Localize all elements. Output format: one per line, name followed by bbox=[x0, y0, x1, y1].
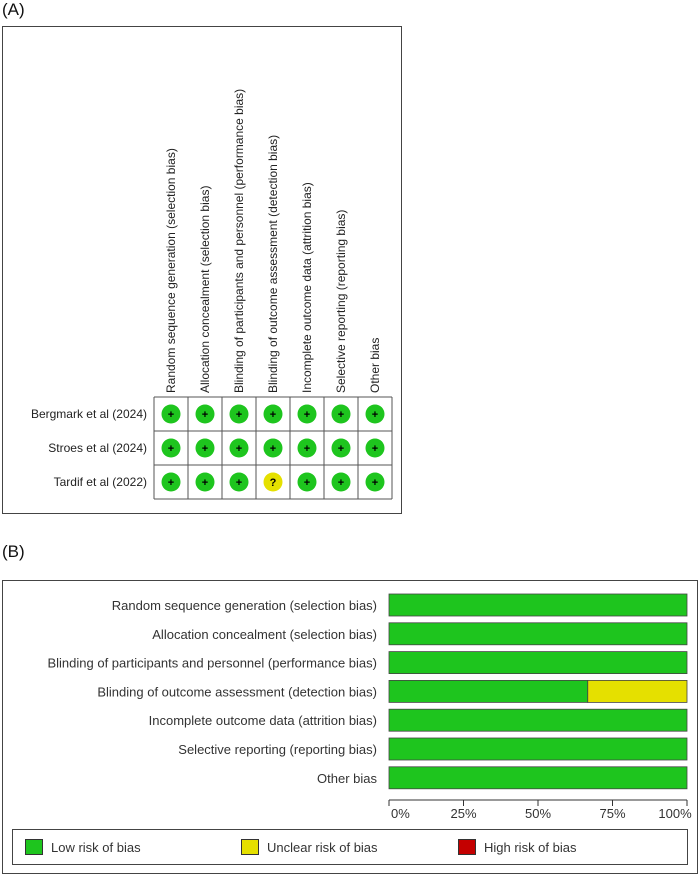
domain-header-2: Blinding of participants and personnel (… bbox=[232, 89, 246, 393]
x-tick-label-4: 100% bbox=[658, 806, 692, 821]
judgement-circle-2-5 bbox=[331, 472, 351, 492]
judgement-circle-0-1 bbox=[195, 404, 215, 424]
study-label-2: Tardif et al (2022) bbox=[54, 475, 147, 489]
judgement-symbol-1-0: + bbox=[168, 443, 174, 455]
risk-of-bias-summary-table: Random sequence generation (selection bi… bbox=[31, 89, 393, 500]
judgement-symbol-1-3: + bbox=[270, 443, 276, 455]
judgement-circle-2-3 bbox=[263, 472, 283, 492]
judgement-circle-1-6 bbox=[365, 438, 385, 458]
domain-header-0: Random sequence generation (selection bi… bbox=[164, 148, 178, 393]
judgement-circle-2-2 bbox=[229, 472, 249, 492]
legend-swatch-unclear bbox=[241, 839, 259, 855]
domain-header-1: Allocation concealment (selection bias) bbox=[198, 186, 212, 393]
judgement-symbol-2-0: + bbox=[168, 477, 174, 489]
category-label-2: Blinding of participants and personnel (… bbox=[47, 656, 377, 671]
x-tick-label-1: 25% bbox=[450, 806, 476, 821]
legend: Low risk of bias Unclear risk of bias Hi… bbox=[12, 829, 688, 865]
judgement-circle-0-4 bbox=[297, 404, 317, 424]
judgement-circle-1-2 bbox=[229, 438, 249, 458]
judgement-symbol-1-6: + bbox=[372, 443, 378, 455]
domain-header-5: Selective reporting (reporting bias) bbox=[334, 210, 348, 393]
judgement-circle-0-6 bbox=[365, 404, 385, 424]
domain-header-3: Blinding of outcome assessment (detectio… bbox=[266, 135, 280, 393]
judgement-symbol-1-2: + bbox=[236, 443, 242, 455]
judgement-symbol-1-1: + bbox=[202, 443, 208, 455]
legend-label-low: Low risk of bias bbox=[51, 839, 141, 855]
judgement-symbol-0-2: + bbox=[236, 409, 242, 421]
x-tick-label-3: 75% bbox=[599, 806, 625, 821]
judgement-circle-2-4 bbox=[297, 472, 317, 492]
risk-of-bias-graph: Random sequence generation (selection bi… bbox=[47, 593, 692, 821]
bar-2-series-0 bbox=[388, 651, 688, 674]
bar-5-series-0 bbox=[388, 737, 688, 761]
study-label-1: Stroes et al (2024) bbox=[48, 441, 147, 455]
study-label-0: Bergmark et al (2024) bbox=[31, 407, 147, 421]
category-label-3: Blinding of outcome assessment (detectio… bbox=[97, 684, 377, 699]
judgement-symbol-1-5: + bbox=[338, 443, 344, 455]
bar-3-series-0 bbox=[388, 680, 589, 703]
judgement-symbol-0-6: + bbox=[372, 409, 378, 421]
judgement-symbol-2-2: + bbox=[236, 477, 242, 489]
category-label-0: Random sequence generation (selection bi… bbox=[112, 598, 377, 613]
x-tick-label-0: 0% bbox=[391, 806, 410, 821]
judgement-symbol-0-3: + bbox=[270, 409, 276, 421]
legend-label-high: High risk of bias bbox=[484, 839, 577, 855]
panel-a-label: (A) bbox=[2, 0, 25, 19]
domain-header-6: Other bias bbox=[368, 338, 382, 393]
judgement-circle-2-6 bbox=[365, 472, 385, 492]
judgement-circle-1-4 bbox=[297, 438, 317, 458]
legend-item-unclear: Unclear risk of bias bbox=[241, 830, 378, 864]
domain-header-4: Incomplete outcome data (attrition bias) bbox=[300, 182, 314, 393]
judgement-circle-0-2 bbox=[229, 404, 249, 424]
judgement-symbol-2-4: + bbox=[304, 477, 310, 489]
bar-0-series-0 bbox=[388, 593, 688, 617]
judgement-symbol-2-6: + bbox=[372, 477, 378, 489]
judgement-circle-2-1 bbox=[195, 472, 215, 492]
category-label-5: Selective reporting (reporting bias) bbox=[178, 742, 377, 757]
bar-6-series-0 bbox=[388, 766, 688, 790]
judgement-circle-0-3 bbox=[263, 404, 283, 424]
judgement-symbol-0-4: + bbox=[304, 409, 310, 421]
panel-a-frame: Random sequence generation (selection bi… bbox=[2, 26, 402, 514]
x-tick-label-2: 50% bbox=[525, 806, 551, 821]
judgement-symbol-1-4: + bbox=[304, 443, 310, 455]
bar-3-series-1 bbox=[587, 680, 688, 703]
judgement-circle-2-0 bbox=[161, 472, 181, 492]
judgement-symbol-0-5: + bbox=[338, 409, 344, 421]
legend-item-high: High risk of bias bbox=[458, 830, 576, 864]
panel-b-frame: Random sequence generation (selection bi… bbox=[2, 580, 698, 874]
legend-item-low: Low risk of bias bbox=[25, 830, 141, 864]
category-label-4: Incomplete outcome data (attrition bias) bbox=[149, 713, 377, 728]
legend-swatch-high bbox=[458, 839, 476, 855]
judgement-circle-1-1 bbox=[195, 438, 215, 458]
bar-1-series-0 bbox=[388, 622, 688, 646]
panel-b-label: (B) bbox=[2, 542, 25, 561]
judgement-circle-1-5 bbox=[331, 438, 351, 458]
bar-4-series-0 bbox=[388, 708, 688, 732]
judgement-circle-0-0 bbox=[161, 404, 181, 424]
judgement-symbol-0-0: + bbox=[168, 409, 174, 421]
judgement-symbol-0-1: + bbox=[202, 409, 208, 421]
judgement-symbol-2-1: + bbox=[202, 477, 208, 489]
judgement-circle-1-0 bbox=[161, 438, 181, 458]
legend-swatch-low bbox=[25, 839, 43, 855]
judgement-symbol-2-5: + bbox=[338, 477, 344, 489]
legend-label-unclear: Unclear risk of bias bbox=[267, 839, 378, 855]
judgement-circle-0-5 bbox=[331, 404, 351, 424]
category-label-1: Allocation concealment (selection bias) bbox=[152, 627, 377, 642]
judgement-symbol-2-3: ? bbox=[270, 477, 277, 489]
judgement-circle-1-3 bbox=[263, 438, 283, 458]
category-label-6: Other bias bbox=[317, 771, 377, 786]
